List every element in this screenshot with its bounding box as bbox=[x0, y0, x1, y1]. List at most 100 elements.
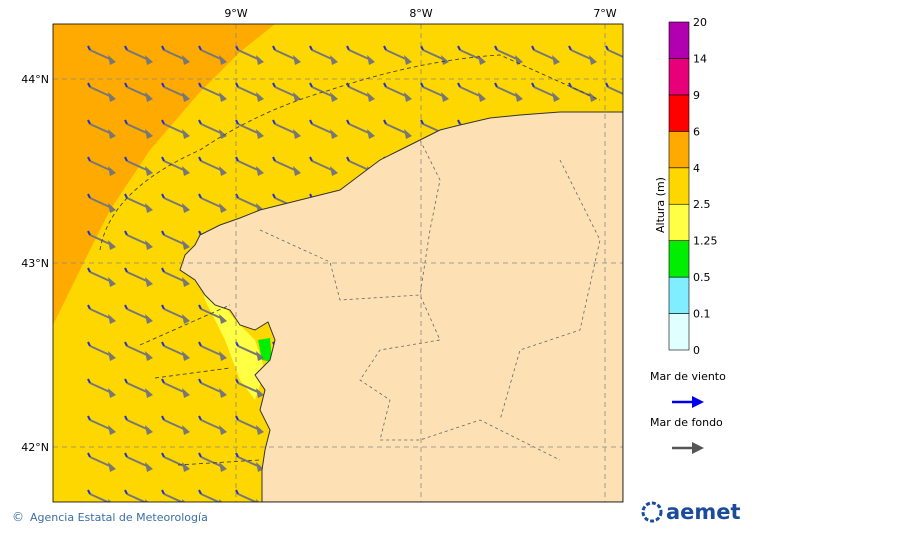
wind-arrow bbox=[235, 415, 239, 421]
wind-arrow bbox=[87, 156, 91, 162]
colorbar-segment bbox=[668, 313, 690, 351]
arrow-head bbox=[182, 388, 190, 398]
arrow bbox=[311, 49, 335, 61]
wind-arrow bbox=[420, 119, 424, 125]
wind-arrow bbox=[568, 45, 572, 51]
arrow-head bbox=[626, 166, 634, 176]
colorbar-tick: 6 bbox=[693, 125, 700, 138]
arrow-head bbox=[182, 425, 190, 435]
arrow-head bbox=[182, 129, 190, 139]
arrow-head bbox=[626, 314, 634, 324]
arrow bbox=[163, 382, 187, 394]
wind-arrow bbox=[457, 82, 461, 88]
arrow bbox=[89, 197, 113, 209]
arrow bbox=[274, 86, 298, 98]
wind-arrow bbox=[383, 45, 387, 51]
wind-arrow bbox=[198, 156, 202, 162]
wind-arrow bbox=[124, 45, 128, 51]
arrow-head bbox=[219, 462, 227, 472]
arrow-head bbox=[219, 129, 227, 139]
legend-label: Mar de viento bbox=[650, 370, 726, 383]
wind-arrow bbox=[494, 82, 498, 88]
arrow-head bbox=[182, 462, 190, 472]
arrow bbox=[200, 345, 224, 357]
arrow-head bbox=[182, 351, 190, 361]
colorbar-segment bbox=[668, 131, 690, 169]
arrow-head bbox=[367, 92, 375, 102]
arrow-head bbox=[256, 92, 264, 102]
wind-arrow bbox=[272, 119, 276, 125]
arrow bbox=[570, 49, 594, 61]
logo: aemet bbox=[641, 500, 741, 524]
colorbar-tick: 2.5 bbox=[693, 198, 711, 211]
arrow bbox=[237, 419, 261, 431]
arrow bbox=[126, 308, 150, 320]
arrow-head bbox=[108, 388, 116, 398]
arrow-head bbox=[330, 166, 338, 176]
credit: © bbox=[12, 510, 24, 524]
arrow-head bbox=[219, 55, 227, 65]
colorbar-segment bbox=[668, 276, 690, 314]
arrow-head bbox=[108, 92, 116, 102]
arrow-head bbox=[219, 203, 227, 213]
arrow bbox=[126, 197, 150, 209]
colorbar-tick: 0.1 bbox=[693, 308, 711, 321]
arrow-head bbox=[145, 499, 149, 502]
wind-arrow bbox=[161, 82, 165, 88]
arrow-head bbox=[404, 55, 412, 65]
arrow-head bbox=[478, 55, 486, 65]
colorbar-segment bbox=[668, 58, 690, 96]
arrow-head bbox=[219, 388, 227, 398]
lat-label: 43°N bbox=[21, 257, 49, 270]
wind-arrow bbox=[161, 452, 165, 458]
wind-arrow bbox=[198, 82, 202, 88]
arrow-head bbox=[256, 351, 264, 361]
arrow bbox=[200, 123, 224, 135]
wind-arrow bbox=[383, 82, 387, 88]
arrow-head bbox=[219, 92, 227, 102]
wind-arrow bbox=[272, 156, 276, 162]
wind-arrow bbox=[235, 193, 239, 199]
wind-arrow bbox=[124, 267, 128, 273]
wind-arrow bbox=[198, 304, 202, 310]
arrow-head bbox=[182, 314, 190, 324]
wind-arrow bbox=[198, 193, 202, 199]
arrow bbox=[89, 160, 113, 172]
wind-arrow bbox=[124, 489, 128, 495]
wind-arrow bbox=[272, 45, 276, 51]
wind-arrow bbox=[531, 82, 535, 88]
wind-arrow bbox=[605, 45, 609, 51]
arrow bbox=[163, 123, 187, 135]
legend-label: Mar de fondo bbox=[650, 416, 723, 429]
legend: Mar de viento Mar de fondo bbox=[650, 370, 726, 454]
wind-arrow bbox=[272, 82, 276, 88]
wind-arrow bbox=[198, 45, 202, 51]
arrow-head bbox=[293, 166, 301, 176]
arrow-head bbox=[219, 314, 227, 324]
wind-arrow bbox=[309, 82, 313, 88]
arrow bbox=[311, 123, 335, 135]
arrow bbox=[348, 123, 372, 135]
arrow-head bbox=[293, 129, 301, 139]
wind-arrow bbox=[87, 378, 91, 384]
wind-arrow bbox=[161, 267, 165, 273]
arrow-head bbox=[108, 462, 116, 472]
arrow bbox=[200, 493, 222, 502]
wind-arrow bbox=[124, 119, 128, 125]
arrow-head bbox=[256, 499, 260, 502]
arrow-head bbox=[626, 351, 634, 361]
wind-arrow bbox=[124, 193, 128, 199]
wind-arrow bbox=[87, 341, 91, 347]
arrow bbox=[163, 419, 187, 431]
arrow-head bbox=[182, 55, 190, 65]
arrow-head bbox=[108, 55, 116, 65]
arrow-head bbox=[404, 92, 412, 102]
arrow bbox=[237, 197, 261, 209]
wind-arrow bbox=[309, 119, 313, 125]
colorbar-tick: 20 bbox=[693, 16, 707, 29]
arrow bbox=[496, 49, 520, 61]
wind-arrow bbox=[161, 156, 165, 162]
arrow bbox=[607, 49, 623, 58]
arrow-head bbox=[182, 499, 186, 502]
